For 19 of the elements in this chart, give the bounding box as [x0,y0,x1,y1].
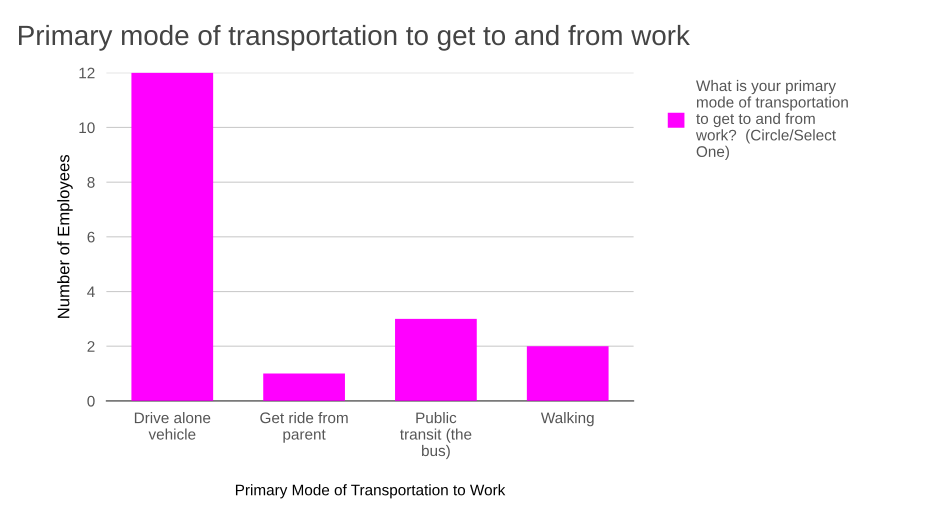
x-tick-label: Walking [540,412,594,426]
bar [131,72,214,401]
bar [263,374,345,401]
x-tick-label: Drive alone vehicle [134,412,210,440]
x-tick-label: Get ride from parent [260,412,348,443]
y-tick-label: 10 [79,122,95,134]
y-tick-label: 4 [87,286,95,298]
legend-label: What is your primary mode of transportation to get to and from work? (Circle/Select One) [696,80,848,160]
x-tick-label: Public transit (the bus) [400,412,472,460]
chart-title: Primary mode of transportation to get to and from work [19,24,690,51]
y-tick-label: 6 [88,232,95,243]
y-tick-label: 2 [88,341,94,352]
y-tick-label: 0 [87,396,95,407]
x-axis-title: Primary Mode of Transportation to Work [236,484,506,498]
y-tick-label: 8 [87,177,95,188]
bar [526,346,609,401]
y-axis-title: Number of Employees [57,154,73,318]
y-tick-label: 12 [79,68,94,78]
bar [395,318,477,401]
